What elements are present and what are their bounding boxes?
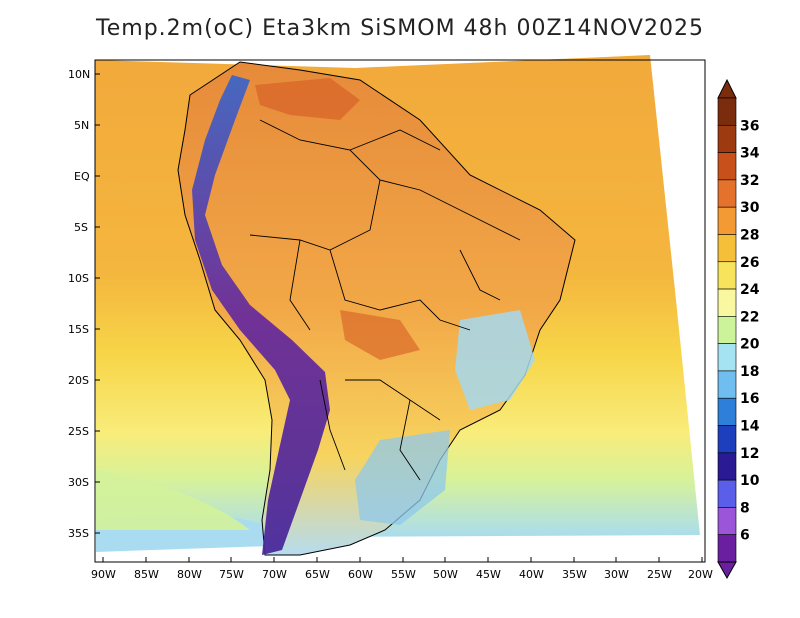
colorbar-label: 26: [740, 255, 759, 271]
lat-label: 20S: [68, 374, 89, 387]
colorbar-label: 14: [740, 419, 760, 435]
colorbar: 36 34 32 30 28 26 24 22 20 18 16 14 12 10 8 6: [717, 78, 760, 580]
colorbar-label: 22: [740, 309, 759, 325]
lat-label: 15S: [68, 323, 89, 336]
colorbar-label: 8: [740, 500, 750, 516]
colorbar-label: 18: [740, 364, 759, 380]
lon-label: 65W: [305, 568, 330, 581]
lon-label: 30W: [604, 568, 629, 581]
border-line: [399, 399, 421, 481]
border-line: [459, 249, 501, 301]
colorbar-segment: [717, 397, 737, 426]
border-line: [349, 129, 441, 151]
map-title: Temp.2m(oC) Eta3km SiSMOM 48h 00Z14NOV20…: [96, 16, 704, 41]
border-line: [289, 239, 311, 331]
longitude-axis: 90W 85W 80W 75W 70W 65W 60W 55W 50W 45W …: [91, 557, 713, 581]
lon-label: 60W: [348, 568, 373, 581]
lat-label: 35S: [68, 527, 89, 540]
lat-label: 10S: [68, 272, 89, 285]
lon-label: 35W: [562, 568, 587, 581]
lat-label: 5S: [74, 221, 88, 234]
colorbar-segment: [717, 534, 737, 563]
colorbar-label: 16: [740, 391, 759, 407]
colorbar-segment: [717, 370, 737, 399]
colorbar-segment: [717, 479, 737, 508]
lon-label: 50W: [433, 568, 458, 581]
colorbar-label: 28: [740, 227, 759, 243]
lat-label: 10N: [68, 68, 90, 81]
border-line: [329, 249, 471, 331]
colorbar-bottom-arrow: [717, 561, 737, 580]
border-line: [319, 379, 346, 471]
colorbar-segment: [717, 152, 737, 181]
colorbar-label: 30: [740, 200, 760, 216]
colorbar-segment: [717, 343, 737, 372]
colorbar-segment: [717, 179, 737, 208]
latitude-axis: 10N 5N EQ 5S 10S 15S 20S 25S 30S 35S: [68, 68, 100, 540]
colorbar-label: 10: [740, 473, 760, 489]
border-line: [345, 379, 441, 421]
colorbar-label: 12: [740, 446, 759, 462]
border-line: [249, 119, 381, 251]
colorbar-label: 6: [740, 528, 750, 544]
map-frame: [94, 59, 706, 563]
northern-hot-zone: [255, 78, 360, 120]
lon-label: 80W: [177, 568, 202, 581]
lat-label: 25S: [68, 425, 89, 438]
southeast-cool-zone: [455, 310, 535, 410]
colorbar-top-arrow: [717, 78, 737, 99]
colorbar-segment: [717, 124, 737, 153]
colorbar-label: 36: [740, 118, 759, 134]
lon-label: 85W: [134, 568, 159, 581]
south-cool-zone: [355, 430, 450, 525]
lat-label: EQ: [74, 170, 90, 183]
central-hot-zone: [340, 310, 420, 360]
colorbar-segment: [717, 316, 737, 344]
andes-cold-ribbon: [192, 75, 330, 555]
colorbar-label: 24: [740, 282, 760, 298]
lon-label: 70W: [262, 568, 287, 581]
border-line: [379, 179, 521, 241]
colorbar-segment: [717, 452, 737, 481]
south-america-landmass: [177, 61, 576, 556]
lon-label: 75W: [219, 568, 244, 581]
colorbar-segment: [717, 288, 737, 317]
lon-label: 55W: [391, 568, 416, 581]
lon-label: 40W: [519, 568, 544, 581]
political-borders: [249, 119, 521, 481]
colorbar-segment: [717, 97, 737, 126]
colorbar-segment: [717, 206, 737, 235]
lon-label: 90W: [91, 568, 116, 581]
lon-label: 25W: [647, 568, 672, 581]
colorbar-label: 32: [740, 173, 759, 189]
lat-label: 5N: [74, 119, 89, 132]
lat-label: 30S: [68, 476, 89, 489]
lon-label: 20W: [688, 568, 713, 581]
colorbar-segment: [717, 261, 737, 290]
colorbar-segment: [717, 425, 737, 454]
colorbar-label: 34: [740, 146, 760, 162]
southern-cool-band: [96, 470, 250, 530]
lon-label: 45W: [476, 568, 501, 581]
colorbar-segment: [717, 234, 737, 263]
colorbar-segment: [717, 507, 737, 536]
colorbar-label: 20: [740, 337, 760, 353]
